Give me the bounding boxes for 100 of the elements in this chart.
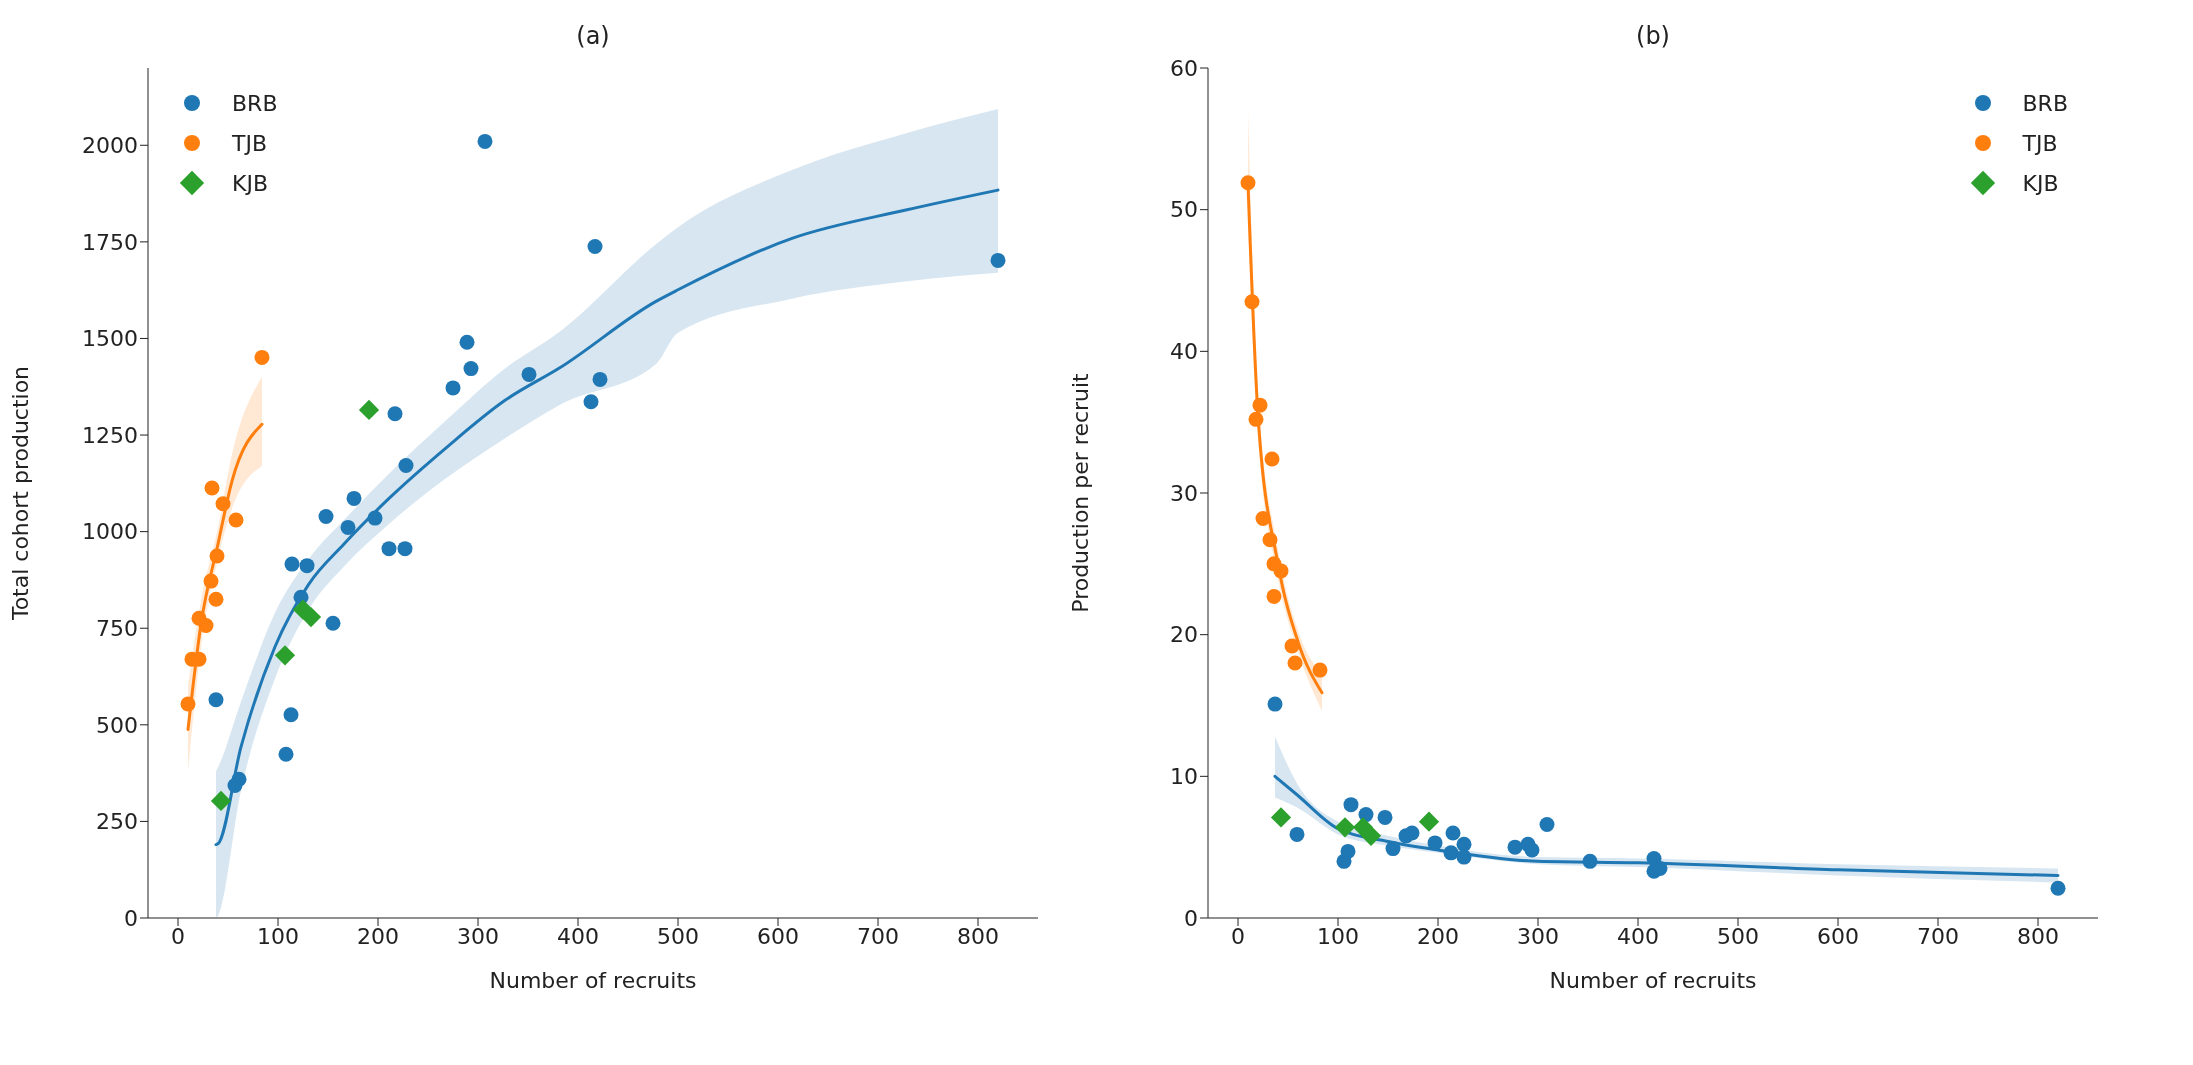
point [1284, 638, 1300, 654]
point [1360, 825, 1382, 846]
x-axis-title: Number of recruits [489, 968, 697, 993]
x-axis-title: Number of recruits [1549, 968, 1757, 993]
y-tick-label: 30 [1170, 480, 1198, 506]
point [367, 510, 383, 526]
point [208, 591, 224, 607]
y-tick-label: 1250 [82, 422, 138, 448]
point [358, 399, 380, 421]
point [1507, 839, 1523, 855]
point [1539, 817, 1555, 832]
y-axis-title: Total cohort production [7, 365, 33, 622]
y-tick-label: 1000 [82, 519, 138, 545]
point [299, 558, 315, 574]
point [592, 371, 608, 387]
point [215, 496, 231, 512]
x-tick-label: 700 [857, 923, 899, 949]
y-tick-label: 500 [96, 712, 138, 738]
point [1289, 826, 1305, 842]
point [1343, 797, 1359, 813]
point [346, 490, 362, 506]
x-tick-label: 200 [357, 923, 399, 949]
point [1418, 811, 1440, 832]
point [381, 541, 397, 557]
y-axis-title: Production per recruit [1067, 372, 1093, 613]
y-tick-label: 250 [96, 809, 138, 835]
legend-label: BRB [232, 90, 278, 116]
point [227, 777, 243, 793]
legend-label: KJB [2022, 170, 2059, 196]
y-tick-label: 40 [1170, 339, 1198, 365]
point [1240, 175, 1256, 191]
point [210, 790, 232, 812]
point [254, 349, 270, 365]
x-tick-label: 500 [1717, 923, 1759, 949]
x-tick-label: 700 [1917, 923, 1959, 949]
x-tick-label: 400 [1617, 923, 1659, 949]
point [1334, 817, 1356, 838]
x-tick-label: 800 [957, 923, 999, 949]
point [228, 512, 244, 528]
x-tick-label: 100 [257, 923, 299, 949]
point [318, 509, 334, 525]
point [521, 366, 537, 382]
point [445, 380, 461, 396]
chart-title: (b) [1635, 22, 1671, 50]
point [1427, 835, 1443, 851]
point [1262, 532, 1278, 548]
point [325, 615, 341, 631]
point [1524, 842, 1540, 858]
legend-label: TJB [232, 130, 268, 156]
legend-label: BRB [2022, 90, 2068, 116]
x-tick-label: 600 [1817, 923, 1859, 949]
point [1456, 849, 1472, 865]
y-tick-label: 50 [1170, 197, 1198, 223]
point [583, 394, 599, 410]
point [1266, 588, 1282, 604]
x-tick-label: 300 [457, 923, 499, 949]
point [990, 252, 1006, 268]
point [1264, 451, 1280, 467]
point [477, 133, 493, 149]
point [1248, 411, 1264, 427]
chart-title: (a) [575, 22, 611, 50]
point [1377, 809, 1393, 825]
y-tick-label: 60 [1170, 55, 1198, 81]
point [1443, 845, 1459, 861]
y-tick-label: 20 [1170, 622, 1198, 648]
point [208, 692, 224, 708]
point [284, 556, 300, 572]
point [300, 606, 322, 628]
x-tick-label: 0 [171, 923, 185, 949]
line-series [1273, 774, 2060, 877]
point [340, 519, 356, 535]
point [1385, 841, 1401, 857]
point [1456, 836, 1472, 852]
point [398, 458, 414, 474]
point [1252, 397, 1268, 413]
y-tick-label: 0 [124, 905, 138, 931]
point [198, 618, 214, 634]
x-tick-label: 400 [557, 923, 599, 949]
y-tick-label: 750 [96, 616, 138, 642]
legend-label: TJB [2022, 130, 2058, 156]
point [387, 406, 403, 422]
x-tick-label: 800 [2017, 923, 2059, 949]
y-tick-label: 1750 [82, 229, 138, 255]
point [459, 334, 475, 350]
x-tick-label: 600 [757, 923, 799, 949]
point [2050, 880, 2066, 896]
point [278, 746, 294, 762]
point [1340, 843, 1356, 859]
point [1244, 294, 1260, 310]
point [274, 645, 296, 666]
y-tick-label: 1500 [82, 326, 138, 352]
point [203, 573, 219, 589]
point [1445, 825, 1461, 841]
point [397, 541, 413, 557]
point [1582, 853, 1598, 869]
point [1273, 563, 1289, 579]
x-tick-label: 100 [1317, 923, 1359, 949]
legend-label: KJB [232, 170, 269, 196]
point [1255, 511, 1271, 526]
point [1267, 696, 1283, 712]
